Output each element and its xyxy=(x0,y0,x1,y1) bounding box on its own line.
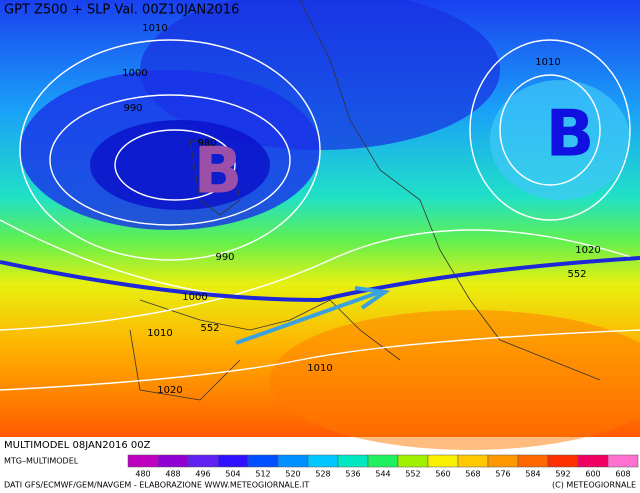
legend-label: 504 xyxy=(225,470,240,479)
legend-swatch xyxy=(157,454,189,468)
pressure-center: B xyxy=(194,135,243,209)
legend-label: 584 xyxy=(525,470,540,479)
legend-swatch xyxy=(127,454,159,468)
legend-swatch xyxy=(337,454,369,468)
isobar-label: 980 xyxy=(197,138,216,149)
legend-swatch xyxy=(457,454,489,468)
isobar-label: 1010 xyxy=(147,328,172,339)
legend-label: 560 xyxy=(435,470,450,479)
legend-label: 576 xyxy=(495,470,510,479)
legend-label: 520 xyxy=(285,470,300,479)
isobar-label: 990 xyxy=(215,252,234,263)
legend-swatch xyxy=(217,454,249,468)
legend-label: 512 xyxy=(255,470,270,479)
geopotential-label: 552 xyxy=(200,323,219,334)
pressure-center: B xyxy=(546,98,595,172)
isobar-label: 1010 xyxy=(142,23,167,34)
isobar-label: 1020 xyxy=(575,245,600,256)
isobar-label: 990 xyxy=(123,103,142,114)
legend-label: 568 xyxy=(465,470,480,479)
geopotential-label: 552 xyxy=(567,269,586,280)
legend-label: 528 xyxy=(315,470,330,479)
isobar-label: 1020 xyxy=(157,385,182,396)
legend-swatch xyxy=(517,454,549,468)
legend-swatch xyxy=(577,454,609,468)
credits: DATI GFS/ECMWF/GEM/NAVGEM - ELABORAZIONE… xyxy=(4,481,309,490)
legend-label: 544 xyxy=(375,470,390,479)
legend-swatch xyxy=(487,454,519,468)
legend-swatch xyxy=(247,454,279,468)
front-line xyxy=(0,256,640,303)
legend-swatch xyxy=(397,454,429,468)
legend-label: 496 xyxy=(195,470,210,479)
isobar-label: 1000 xyxy=(182,292,207,303)
legend-label: 608 xyxy=(615,470,630,479)
legend-label: 600 xyxy=(585,470,600,479)
legend-label: 552 xyxy=(405,470,420,479)
legend-swatch xyxy=(307,454,339,468)
legend-swatch xyxy=(427,454,459,468)
source-label: MTG–MULTIMODEL xyxy=(4,457,79,466)
legend-label: 488 xyxy=(165,470,180,479)
legend-swatch xyxy=(367,454,399,468)
model-label: MULTIMODEL 08JAN2016 00Z xyxy=(4,440,151,451)
isobar-label: 1010 xyxy=(535,57,560,68)
isobar-label: 1000 xyxy=(122,68,147,79)
arrow xyxy=(235,286,391,345)
legend-label: 536 xyxy=(345,470,360,479)
legend-label: 592 xyxy=(555,470,570,479)
legend-swatch xyxy=(607,454,639,468)
copyright: (C) METEOGIORNALE xyxy=(552,481,636,490)
legend-swatch xyxy=(547,454,579,468)
legend-swatch xyxy=(277,454,309,468)
title: GPT Z500 + SLP Val. 00Z10JAN2016 xyxy=(4,3,239,18)
isobar-label: 1010 xyxy=(307,363,332,374)
legend-swatch xyxy=(187,454,219,468)
legend-label: 480 xyxy=(135,470,150,479)
